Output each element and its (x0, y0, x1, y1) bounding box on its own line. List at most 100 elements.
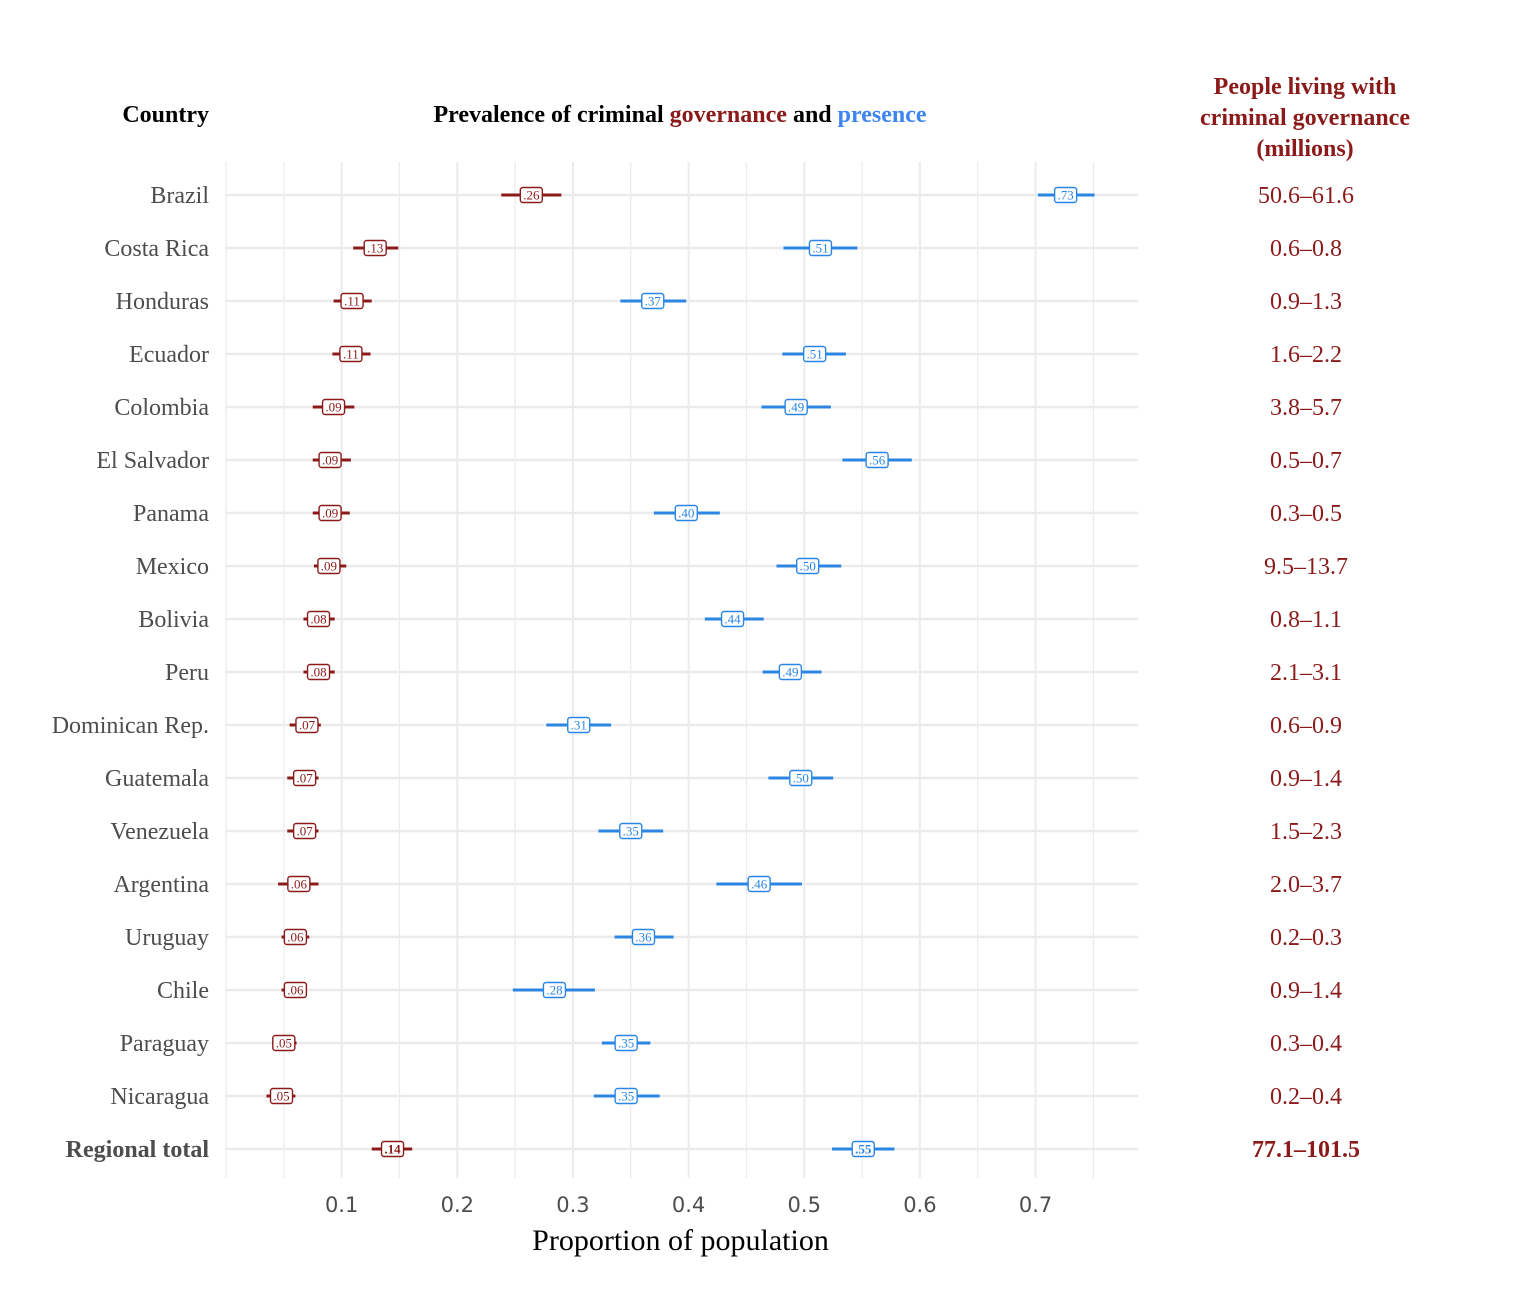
people-value: 77.1–101.5 (1252, 1137, 1360, 1163)
presence-label-box (1053, 186, 1078, 204)
country-label: Ecuador (129, 342, 209, 368)
governance-label: .07 (297, 771, 314, 786)
people-value: 0.8–1.1 (1270, 607, 1342, 633)
presence-label-box (802, 345, 827, 363)
governance-label: .11 (344, 294, 360, 309)
country-label: Mexico (136, 554, 209, 580)
country-label: Panama (133, 501, 209, 527)
presence-label-box (641, 292, 665, 310)
presence-label: .56 (869, 453, 886, 468)
governance-label-box (292, 822, 317, 840)
governance-label-box (292, 769, 317, 787)
presence-label: .73 (1057, 188, 1073, 203)
governance-label-box (283, 981, 308, 999)
data-row: Peru .08 .49 2.1–3.1 (165, 660, 1342, 686)
presence-label-box (619, 822, 643, 840)
data-row: Uruguay .06 .36 0.2–0.3 (125, 925, 1342, 951)
presence-label-box (720, 610, 745, 628)
country-label: Paraguay (120, 1031, 209, 1057)
presence-label: .50 (793, 771, 809, 786)
people-header-line3: (millions) (1256, 136, 1354, 162)
x-tick-label: 0.3 (556, 1193, 589, 1217)
x-tick-label: 0.5 (788, 1193, 821, 1217)
people-value: 0.6–0.8 (1270, 236, 1342, 262)
people-value: 2.0–3.7 (1270, 872, 1342, 898)
country-label: Peru (165, 660, 209, 686)
presence-label: .35 (618, 1036, 634, 1051)
governance-label-box (321, 398, 346, 416)
data-row: Brazil .26 .73 50.6–61.6 (150, 183, 1354, 209)
people-header-line1: People living with (1213, 74, 1397, 100)
presence-label: .35 (618, 1089, 634, 1104)
presence-label: .49 (782, 665, 798, 680)
people-value: 2.1–3.1 (1270, 660, 1342, 686)
presence-label-box (674, 504, 698, 522)
data-row: Panama .09 .40 0.3–0.5 (133, 501, 1342, 527)
governance-label: .08 (310, 612, 326, 627)
country-label: Nicaragua (110, 1084, 209, 1110)
presence-label: .51 (812, 241, 828, 256)
governance-label: .26 (523, 188, 540, 203)
people-value: 0.3–0.4 (1270, 1031, 1342, 1057)
data-row: Ecuador .11 .51 1.6–2.2 (129, 342, 1342, 368)
governance-label-box (318, 504, 342, 522)
title-part1: Prevalence of criminal (433, 102, 670, 128)
presence-label-box (567, 716, 591, 734)
presence-label: .49 (788, 400, 804, 415)
presence-label: .36 (635, 930, 652, 945)
data-row: Honduras .11 .37 0.9–1.3 (116, 289, 1342, 315)
governance-label-box (380, 1140, 405, 1158)
data-row: Venezuela .07 .35 1.5–2.3 (110, 819, 1342, 845)
governance-label-box (317, 557, 341, 575)
x-tick-label: 0.6 (903, 1193, 936, 1217)
people-value: 0.2–0.3 (1270, 925, 1342, 951)
presence-label-box (784, 398, 808, 416)
presence-label-box (631, 928, 656, 946)
x-tick-label: 0.2 (441, 1193, 474, 1217)
presence-label: .28 (546, 983, 562, 998)
data-row: Dominican Rep. .07 .31 0.6–0.9 (52, 713, 1342, 739)
presence-label: .37 (645, 294, 662, 309)
x-axis-title: Proportion of population (532, 1224, 829, 1257)
country-label: El Salvador (96, 448, 209, 474)
x-tick-label: 0.1 (325, 1193, 358, 1217)
people-value: 0.9–1.3 (1270, 289, 1342, 315)
country-label: Regional total (66, 1137, 210, 1163)
country-label: Brazil (150, 183, 209, 209)
country-label: Dominican Rep. (52, 713, 209, 739)
governance-label: .09 (321, 559, 337, 574)
presence-label-box (542, 981, 567, 999)
presence-label-box (796, 557, 820, 575)
people-value: 50.6–61.6 (1258, 183, 1354, 209)
country-label: Guatemala (105, 766, 209, 792)
title-and: and (786, 102, 838, 128)
governance-label-box (340, 292, 364, 310)
governance-label-box (272, 1034, 296, 1052)
governance-label: .06 (287, 930, 304, 945)
presence-label-box (865, 451, 889, 469)
country-label: Uruguay (125, 925, 209, 951)
presence-label: .55 (855, 1142, 872, 1157)
presence-label: .50 (800, 559, 816, 574)
people-column-header: People living with criminal governance (… (1150, 72, 1460, 165)
governance-label: .07 (297, 824, 314, 839)
people-value: 0.6–0.9 (1270, 713, 1342, 739)
governance-label: .05 (276, 1036, 292, 1051)
people-value: 0.9–1.4 (1270, 766, 1342, 792)
people-value: 1.6–2.2 (1270, 342, 1342, 368)
governance-label-box (283, 928, 308, 946)
presence-label-box (747, 875, 771, 893)
data-row: Regional total .14 .55 77.1–101.5 (66, 1137, 1360, 1163)
presence-label: .44 (724, 612, 741, 627)
presence-label-box (778, 663, 803, 681)
country-label: Colombia (114, 395, 209, 421)
people-value: 9.5–13.7 (1264, 554, 1348, 580)
governance-label-box (306, 663, 331, 681)
data-row: Colombia .09 .49 3.8–5.7 (114, 395, 1342, 421)
governance-label: .06 (287, 983, 304, 998)
presence-label-box (851, 1140, 875, 1158)
country-label: Bolivia (138, 607, 209, 633)
presence-label-box (789, 769, 813, 787)
country-label: Chile (157, 978, 209, 1004)
presence-label-box (614, 1087, 638, 1105)
